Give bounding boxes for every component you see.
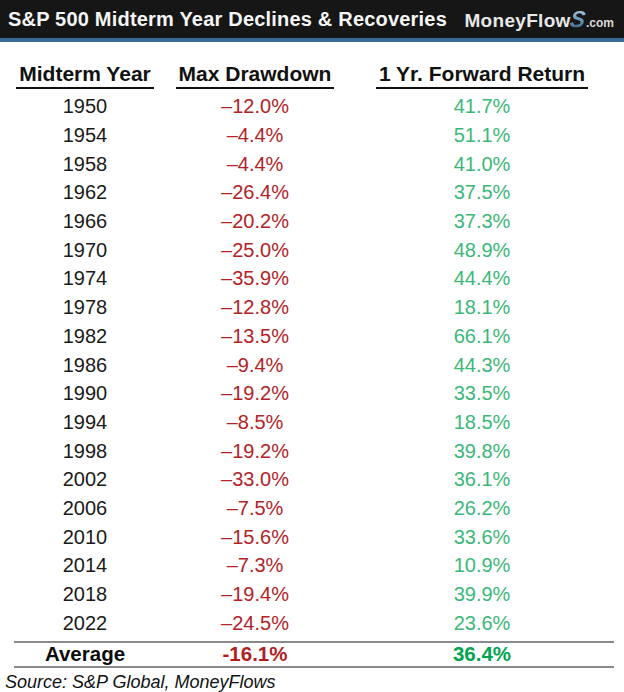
table-row: 1958–4.4%41.0% [0, 149, 624, 178]
table-row: 1954–4.4%51.1% [0, 121, 624, 150]
drawdown-cell: –20.2% [170, 211, 340, 231]
table-row: 1974–35.9%44.4% [0, 264, 624, 293]
return-cell: 10.9% [340, 555, 624, 575]
year-cell: 1998 [0, 441, 170, 461]
drawdown-cell: –13.5% [170, 326, 340, 346]
table-row: 1978–12.8%18.1% [0, 293, 624, 322]
table-row: 1998–19.2%39.8% [0, 436, 624, 465]
return-cell: 44.4% [340, 268, 624, 288]
drawdown-cell: –4.4% [170, 125, 340, 145]
table-row: 1966–20.2%37.3% [0, 207, 624, 236]
drawdown-cell: –15.6% [170, 527, 340, 547]
year-cell: 1958 [0, 154, 170, 174]
moneyflows-logo: MoneyFlow S .com [464, 6, 614, 33]
average-drawdown-value: -16.1% [170, 644, 340, 665]
infographic-root: S&P 500 Midterm Year Declines & Recoveri… [0, 0, 624, 692]
average-label: Average [0, 644, 170, 665]
year-cell: 1974 [0, 268, 170, 288]
table-row: 1990–19.2%33.5% [0, 379, 624, 408]
return-cell: 39.8% [340, 441, 624, 461]
logo-s-icon: S [568, 6, 587, 33]
return-cell: 18.1% [340, 297, 624, 317]
drawdown-cell: –8.5% [170, 412, 340, 432]
year-cell: 1954 [0, 125, 170, 145]
year-cell: 2014 [0, 555, 170, 575]
table-row: 1994–8.5%18.5% [0, 408, 624, 437]
table-row: 2018–19.4%39.9% [0, 580, 624, 609]
header-accent-divider [0, 38, 624, 42]
table-header-row: Midterm Year Max Drawdown 1 Yr. Forward … [0, 61, 624, 90]
drawdown-cell: –35.9% [170, 268, 340, 288]
year-cell: 1982 [0, 326, 170, 346]
table-row: 2006–7.5%26.2% [0, 494, 624, 523]
drawdown-cell: –4.4% [170, 154, 340, 174]
year-cell: 2018 [0, 584, 170, 604]
return-cell: 26.2% [340, 498, 624, 518]
return-cell: 18.5% [340, 412, 624, 432]
year-cell: 1962 [0, 182, 170, 202]
table-body: 1950–12.0%41.7%1954–4.4%51.1%1958–4.4%41… [0, 92, 624, 637]
return-cell: 66.1% [340, 326, 624, 346]
drawdown-cell: –7.3% [170, 555, 340, 575]
table-row: 1962–26.4%37.5% [0, 178, 624, 207]
year-cell: 2010 [0, 527, 170, 547]
average-row: Average -16.1% 36.4% [0, 643, 624, 666]
logo-text: MoneyFlow [464, 10, 570, 32]
source-note: Source: S&P Global, MoneyFlows [0, 672, 624, 692]
drawdown-cell: –12.8% [170, 297, 340, 317]
drawdown-cell: –7.5% [170, 498, 340, 518]
drawdown-cell: –25.0% [170, 240, 340, 260]
column-header-forward-return: 1 Yr. Forward Return [340, 62, 624, 89]
return-cell: 23.6% [340, 613, 624, 633]
table-row: 1986–9.4%44.3% [0, 350, 624, 379]
drawdown-cell: –33.0% [170, 469, 340, 489]
return-cell: 33.6% [340, 527, 624, 547]
return-cell: 41.0% [340, 154, 624, 174]
year-cell: 1990 [0, 383, 170, 403]
return-cell: 37.5% [340, 182, 624, 202]
return-cell: 51.1% [340, 125, 624, 145]
table-row: 2010–15.6%33.6% [0, 522, 624, 551]
year-cell: 2022 [0, 613, 170, 633]
page-title: S&P 500 Midterm Year Declines & Recoveri… [8, 8, 447, 31]
table-row: 1950–12.0%41.7% [0, 92, 624, 121]
drawdown-cell: –19.4% [170, 584, 340, 604]
year-cell: 1966 [0, 211, 170, 231]
return-cell: 44.3% [340, 355, 624, 375]
table-row: 2022–24.5%23.6% [0, 608, 624, 637]
return-cell: 37.3% [340, 211, 624, 231]
table-row: 2014–7.3%10.9% [0, 551, 624, 580]
drawdown-cell: –9.4% [170, 355, 340, 375]
year-cell: 1978 [0, 297, 170, 317]
year-cell: 1986 [0, 355, 170, 375]
return-cell: 48.9% [340, 240, 624, 260]
return-cell: 41.7% [340, 96, 624, 116]
table-row: 1970–25.0%48.9% [0, 235, 624, 264]
header-bar: S&P 500 Midterm Year Declines & Recoveri… [0, 0, 624, 38]
return-cell: 33.5% [340, 383, 624, 403]
table-row: 1982–13.5%66.1% [0, 322, 624, 351]
column-header-max-drawdown: Max Drawdown [170, 62, 340, 89]
average-bottom-rule [14, 666, 614, 668]
year-cell: 1994 [0, 412, 170, 432]
year-cell: 2002 [0, 469, 170, 489]
drawdown-cell: –12.0% [170, 96, 340, 116]
year-cell: 2006 [0, 498, 170, 518]
logo-domain-suffix: .com [586, 16, 614, 30]
drawdown-cell: –24.5% [170, 613, 340, 633]
column-header-midterm-year: Midterm Year [0, 62, 170, 89]
year-cell: 1970 [0, 240, 170, 260]
drawdown-cell: –26.4% [170, 182, 340, 202]
return-cell: 36.1% [340, 469, 624, 489]
drawdown-cell: –19.2% [170, 383, 340, 403]
drawdown-cell: –19.2% [170, 441, 340, 461]
table-row: 2002–33.0%36.1% [0, 465, 624, 494]
return-cell: 39.9% [340, 584, 624, 604]
average-return-value: 36.4% [340, 644, 624, 665]
year-cell: 1950 [0, 96, 170, 116]
